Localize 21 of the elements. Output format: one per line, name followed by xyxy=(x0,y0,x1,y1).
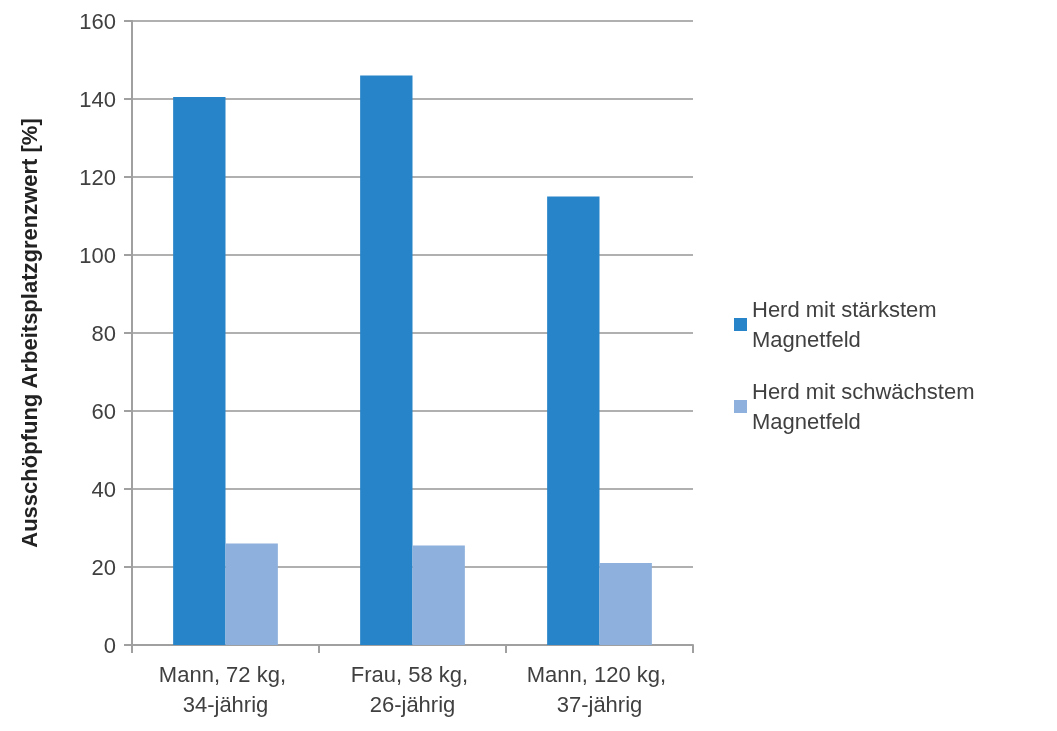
bar xyxy=(412,545,465,645)
bar xyxy=(599,563,652,645)
x-tick-label: Mann, 72 kg, 34-jährig xyxy=(158,661,293,717)
y-tick-label: 160 xyxy=(79,8,116,34)
bar xyxy=(173,97,226,645)
bar xyxy=(360,75,413,645)
y-tick-label: 0 xyxy=(103,632,116,658)
y-tick-label: 120 xyxy=(79,164,116,190)
y-axis-title: Ausschöpfung Arbeitsplatzgrenzwert [%] xyxy=(16,118,42,548)
y-tick-label: 40 xyxy=(91,476,116,502)
y-tick-label: 80 xyxy=(91,320,116,346)
y-tick-label: 100 xyxy=(79,242,116,268)
legend-label: Herd mit schwächstem Magnetfeld xyxy=(752,379,981,434)
x-tick-label: Frau, 58 kg, 26-jährig xyxy=(350,661,475,717)
bar xyxy=(547,196,600,645)
bar xyxy=(225,543,278,645)
y-tick-label: 140 xyxy=(79,86,116,112)
legend-label: Herd mit stärkstem Magnetfeld xyxy=(752,297,943,352)
x-tick-label: Mann, 120 kg, 37-jährig xyxy=(526,661,673,717)
y-tick-label: 20 xyxy=(91,554,116,580)
y-tick-label: 60 xyxy=(91,398,116,424)
